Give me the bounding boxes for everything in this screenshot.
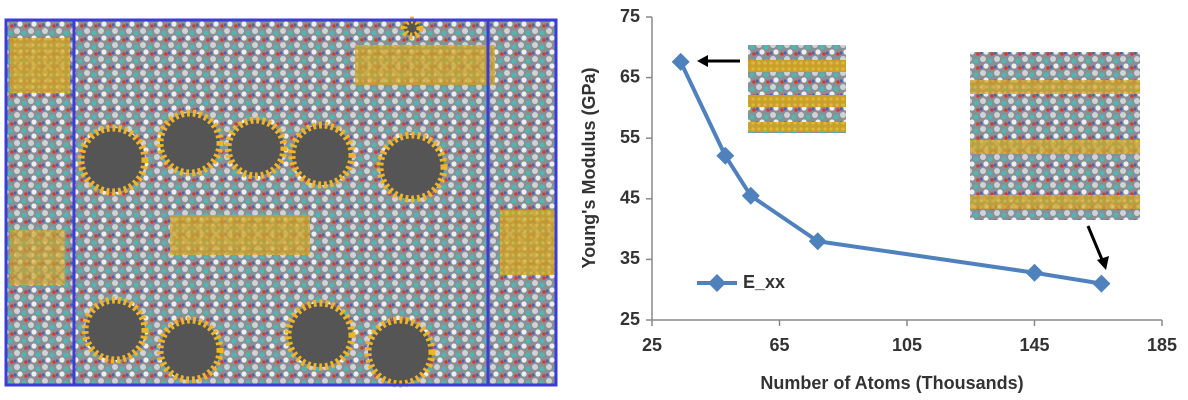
data-point <box>1025 263 1044 282</box>
x-tick-label: 65 <box>769 335 789 355</box>
series-line <box>678 60 1102 286</box>
simulation-image <box>4 16 558 388</box>
x-axis-title: Number of Atoms (Thousands) <box>760 373 1023 393</box>
x-tick-label: 145 <box>1019 335 1049 355</box>
legend-label: E_xx <box>743 272 785 292</box>
y-tick-label: 35 <box>620 248 640 268</box>
data-point <box>808 232 827 251</box>
y-tick-label: 25 <box>620 309 640 329</box>
data-point <box>741 186 760 205</box>
y-tick-label: 45 <box>620 188 640 208</box>
data-point <box>1092 274 1111 293</box>
y-tick-label: 65 <box>620 66 640 86</box>
x-tick-label: 105 <box>892 335 922 355</box>
x-tick-label: 185 <box>1147 335 1177 355</box>
data-point <box>716 146 735 165</box>
data-point <box>671 52 690 71</box>
inset-images <box>697 45 1140 270</box>
y-tick-label: 75 <box>620 6 640 26</box>
x-tick-label: 25 <box>642 335 662 355</box>
y-axis-title: Young's Modulus (GPa) <box>579 68 599 269</box>
y-tick-label: 55 <box>620 127 640 147</box>
legend-marker <box>708 274 726 292</box>
chart: Number of Atoms (Thousands) Young's Modu… <box>579 6 1177 393</box>
